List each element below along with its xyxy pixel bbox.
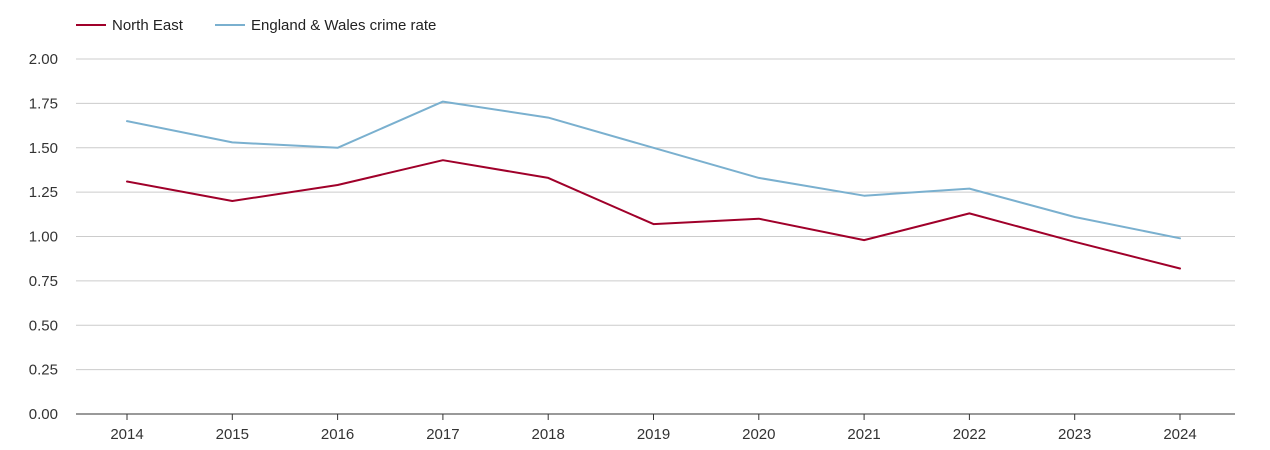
x-tick-label: 2018	[532, 426, 565, 443]
y-tick-label: 1.25	[29, 184, 58, 201]
x-tick-label: 2016	[321, 426, 354, 443]
y-tick-label: 1.50	[29, 140, 58, 157]
x-tick-label: 2020	[742, 426, 775, 443]
y-tick-label: 2.00	[29, 51, 58, 68]
y-tick-label: 0.75	[29, 273, 58, 290]
grid	[76, 58, 1235, 415]
y-tick-label: 0.00	[29, 406, 58, 423]
y-tick-label: 1.75	[29, 95, 58, 112]
legend-item[interactable]: North East	[76, 17, 184, 34]
x-tick-label: 2014	[110, 426, 143, 443]
y-axis: 0.00 0.25 0.50 0.75 1.00 1.25 1.50 1.75 2.00	[29, 51, 58, 423]
x-tick-label: 2021	[847, 426, 880, 443]
y-tick-label: 0.25	[29, 362, 58, 379]
y-tick-label: 0.50	[29, 317, 58, 334]
x-tick-label: 2022	[953, 426, 986, 443]
y-tick-label: 1.00	[29, 229, 58, 246]
x-axis: 2014 2015 2016 2017 2018 2019 2020 2021 2022 2023…	[110, 414, 1197, 443]
legend-item[interactable]: England & Wales crime rate	[215, 17, 436, 34]
x-tick-label: 2015	[216, 426, 249, 443]
x-tick-label: 2019	[637, 426, 670, 443]
series-line-north-east	[126, 159, 1181, 270]
x-tick-label: 2023	[1058, 426, 1091, 443]
series-group	[126, 100, 1181, 270]
legend: North East England & Wales crime rate	[76, 17, 436, 34]
x-tick-label: 2024	[1163, 426, 1196, 443]
series-line-england-wales-crime-rate	[126, 100, 1181, 240]
x-tick-label: 2017	[426, 426, 459, 443]
legend-label: England & Wales crime rate	[251, 17, 436, 34]
legend-label: North East	[112, 17, 184, 34]
